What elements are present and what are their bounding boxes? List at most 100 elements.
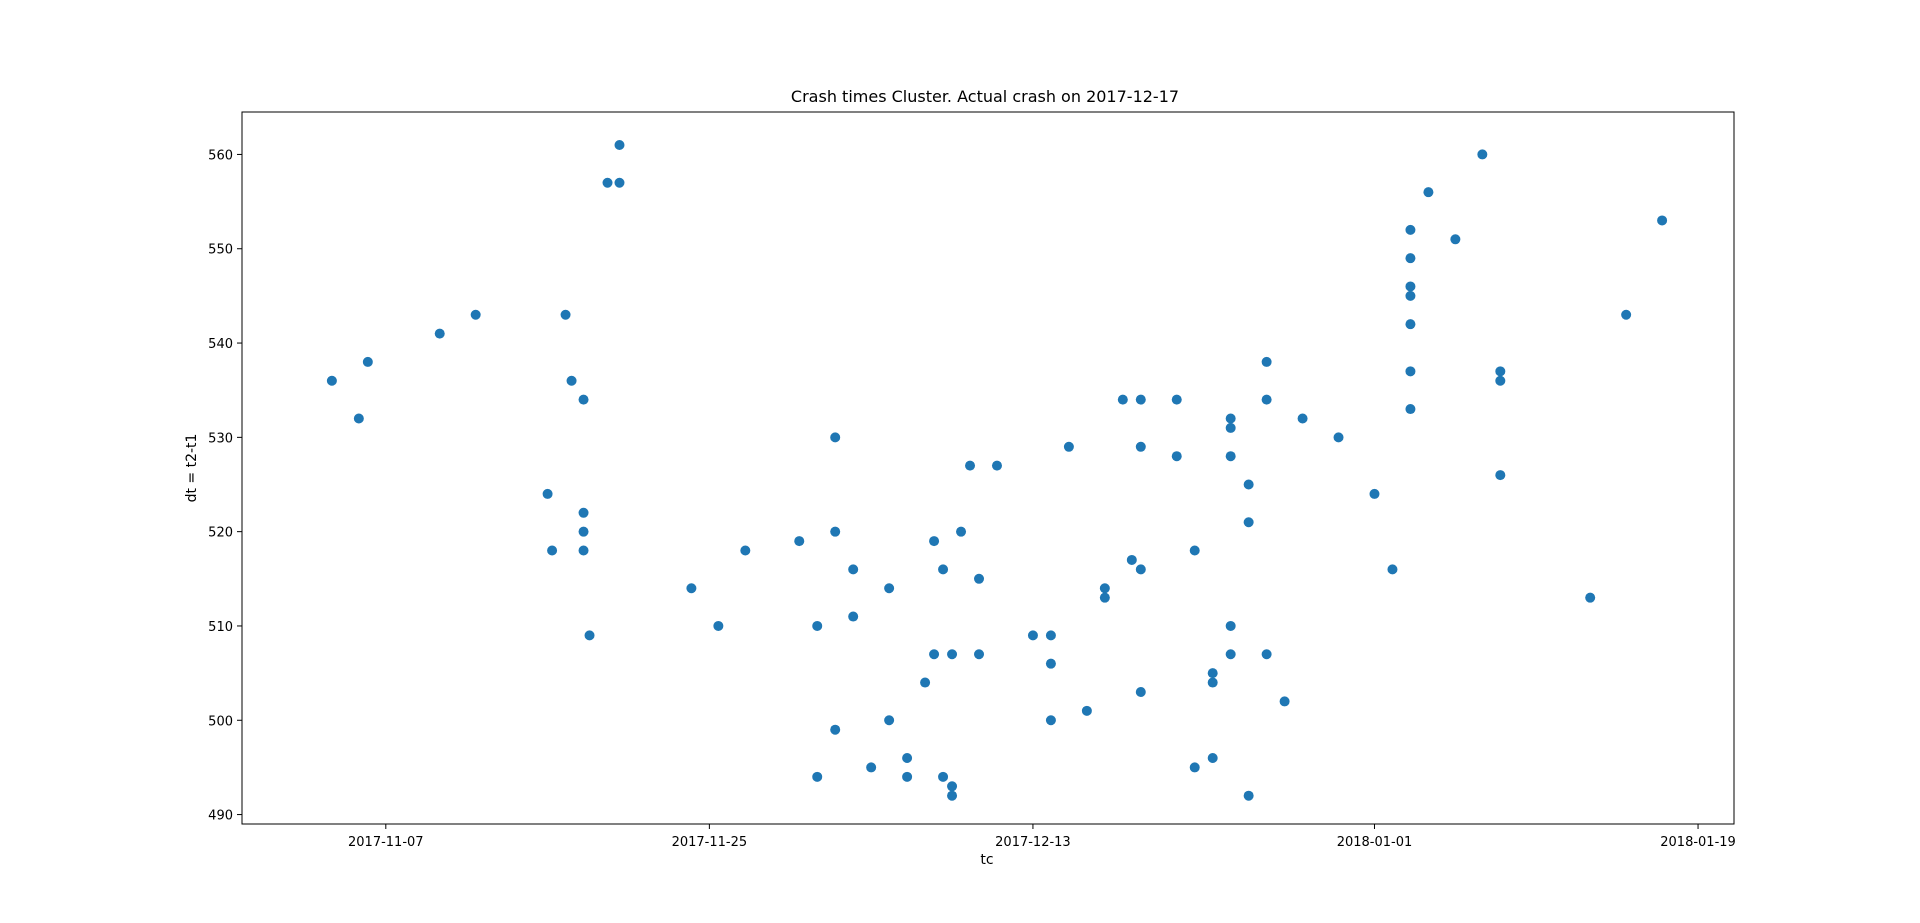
x-tick-label: 2017-11-25 [672, 835, 748, 850]
data-point [938, 771, 949, 782]
data-point [1621, 309, 1632, 320]
y-tick-label: 550 [208, 243, 233, 258]
data-point [794, 536, 805, 547]
data-point [848, 564, 859, 575]
data-point [929, 536, 940, 547]
x-tick-label: 2018-01-19 [1660, 835, 1736, 850]
data-point [1081, 705, 1092, 716]
data-point [902, 771, 913, 782]
data-point [1171, 451, 1182, 462]
y-tick-label: 510 [208, 620, 233, 635]
data-point [1171, 394, 1182, 405]
data-point [1207, 677, 1218, 688]
data-point [947, 781, 958, 792]
data-point [560, 309, 571, 320]
data-point [1243, 517, 1254, 528]
data-point [1261, 649, 1272, 660]
data-point [1099, 583, 1110, 594]
plot-frame [241, 111, 1735, 825]
data-point [1207, 668, 1218, 679]
data-point [884, 715, 895, 726]
data-point [1243, 479, 1254, 490]
x-axis: 2017-11-07 2017-11-25 2017-12-13 2018-01-01… [348, 824, 1736, 850]
data-point [974, 573, 985, 584]
data-point [1423, 187, 1434, 198]
data-point [713, 620, 724, 631]
data-point [1045, 715, 1056, 726]
y-tick-label: 490 [208, 809, 233, 824]
data-point [1495, 375, 1506, 386]
data-point [991, 460, 1002, 471]
data-point [434, 328, 445, 339]
data-point [947, 790, 958, 801]
data-point [686, 583, 697, 594]
data-point [1405, 224, 1416, 235]
data-point [1225, 649, 1236, 660]
data-point [920, 677, 931, 688]
data-point [1333, 432, 1344, 443]
data-point [1045, 630, 1056, 641]
data-point [362, 356, 373, 367]
data-point [866, 762, 877, 773]
data-point [1063, 441, 1074, 452]
data-point [578, 526, 589, 537]
data-point [1657, 215, 1668, 226]
data-point [1405, 290, 1416, 301]
data-point [1225, 620, 1236, 631]
data-point [1243, 790, 1254, 801]
data-point [470, 309, 481, 320]
data-point [1405, 404, 1416, 415]
data-point [938, 564, 949, 575]
data-point [1135, 686, 1146, 697]
data-point [578, 507, 589, 518]
data-point [614, 177, 625, 188]
x-tick-label: 2017-12-13 [995, 835, 1071, 850]
data-point [1189, 762, 1200, 773]
data-point [1117, 394, 1128, 405]
data-point [1387, 564, 1398, 575]
y-tick-label: 530 [208, 431, 233, 446]
data-point [812, 771, 823, 782]
chart-title: Crash times Cluster. Actual crash on 201… [791, 87, 1179, 106]
y-axis: 490 500 510 520 530 540 550 560 [208, 148, 242, 824]
data-point [1495, 470, 1506, 481]
data-point [353, 413, 364, 424]
data-point [1261, 394, 1272, 405]
data-point [1126, 554, 1137, 565]
data-point [1405, 281, 1416, 292]
data-point [1135, 441, 1146, 452]
data-point [1261, 356, 1272, 367]
x-axis-label: tc [980, 852, 993, 868]
data-point [830, 432, 841, 443]
data-point [1495, 366, 1506, 377]
data-point [1297, 413, 1308, 424]
data-point [1027, 630, 1038, 641]
data-point [1045, 658, 1056, 669]
data-point [1225, 451, 1236, 462]
data-point [848, 611, 859, 622]
data-point [584, 630, 595, 641]
data-point [812, 620, 823, 631]
y-tick-label: 500 [208, 714, 233, 729]
data-point [929, 649, 940, 660]
data-point [1099, 592, 1110, 603]
data-points [326, 140, 1668, 801]
data-point [1279, 696, 1290, 707]
data-point [1225, 413, 1236, 424]
data-point [1135, 564, 1146, 575]
data-point [1189, 545, 1200, 556]
data-point [578, 394, 589, 405]
data-point [566, 375, 577, 386]
x-tick-label: 2018-01-01 [1337, 835, 1413, 850]
data-point [965, 460, 976, 471]
y-tick-label: 560 [208, 148, 233, 163]
data-point [740, 545, 751, 556]
data-point [547, 545, 558, 556]
data-point [1225, 422, 1236, 433]
data-point [1135, 394, 1146, 405]
data-point [1207, 752, 1218, 763]
y-axis-label: dt = t2-t1 [184, 434, 200, 503]
data-point [974, 649, 985, 660]
x-tick-label: 2017-11-07 [348, 835, 424, 850]
